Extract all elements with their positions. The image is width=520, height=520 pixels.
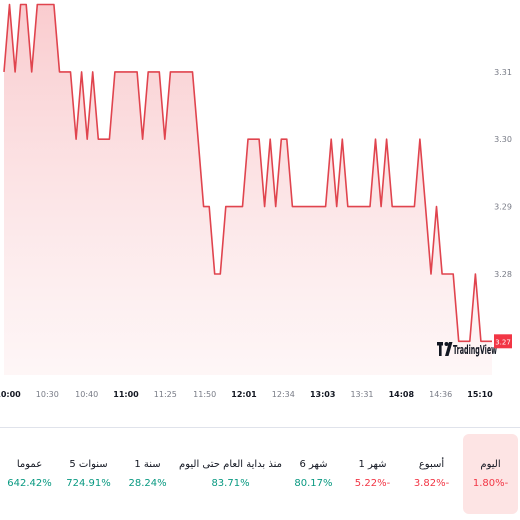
- price-tick-label: 3.31: [494, 68, 512, 77]
- time-axis[interactable]: 10:00 10:30 10:40 11:00 11:25 11:50 12:01 12:34…: [0, 390, 493, 399]
- time-tick-label: 14:08: [389, 390, 415, 399]
- time-tick-label: 11:50: [193, 390, 216, 399]
- price-tick-label: 3.30: [494, 135, 512, 144]
- tradingview-logo-icon: [437, 342, 453, 356]
- time-tick-label: 11:25: [154, 390, 177, 399]
- time-tick-label: 12:01: [231, 390, 257, 399]
- performance-tab-label: اليوم: [480, 459, 501, 470]
- performance-tab-label: منذ بداية العام حتى اليوم: [179, 459, 282, 470]
- time-tick-label: 10:30: [36, 390, 59, 399]
- last-price-badge: 3.27: [494, 334, 512, 349]
- performance-tab-value: 1.80%-: [472, 478, 509, 489]
- tradingview-logo-text: TradingView: [453, 343, 497, 357]
- time-tick-label: 13:03: [310, 390, 335, 399]
- performance-tab-value: 5.22%-: [354, 478, 391, 489]
- performance-tab-label: عموما: [16, 459, 43, 470]
- performance-tab[interactable]: 1 سنة 28.24%: [120, 434, 175, 514]
- last-price-badge-bg: [494, 334, 512, 349]
- time-tick-label: 10:40: [75, 390, 98, 399]
- performance-tab[interactable]: 6 شهر 80.17%: [286, 434, 341, 514]
- time-tick-label: 12:34: [272, 390, 295, 399]
- chart-canvas[interactable]: 3.31 3.30 3.29 3.28 10:00 10:30 10:40 11:00 11:…: [0, 0, 520, 400]
- time-tick-label: 10:00: [0, 390, 21, 399]
- divider: [0, 427, 520, 428]
- price-line: [3, 3, 492, 343]
- time-tick-label: 13:31: [350, 390, 373, 399]
- performance-tab-value: 724.91%: [66, 478, 111, 489]
- performance-tab[interactable]: 1 شهر 5.22%-: [345, 434, 400, 514]
- performance-tab[interactable]: 5 سنوات 724.91%: [61, 434, 116, 514]
- price-area-fill: [4, 4, 492, 375]
- price-tick-label: 3.29: [494, 203, 512, 212]
- performance-tab-value: 28.24%: [128, 478, 167, 489]
- performance-tab-label: 1 سنة: [134, 459, 161, 470]
- tradingview-logo: TradingView: [437, 342, 497, 357]
- performance-bar: عموما 642.42% 5 سنوات 724.91% 1 سنة 28.24% منذ…: [0, 428, 520, 520]
- performance-tab[interactable]: منذ بداية العام حتى اليوم 83.71%: [179, 434, 282, 514]
- performance-tab-label: 1 شهر: [358, 459, 387, 470]
- performance-tab-value: 83.71%: [211, 478, 250, 489]
- performance-tab-value: 642.42%: [7, 478, 52, 489]
- time-tick-label: 11:00: [113, 390, 139, 399]
- performance-tab[interactable]: عموما 642.42%: [2, 434, 57, 514]
- price-chart[interactable]: 3.31 3.30 3.29 3.28 10:00 10:30 10:40 11:00 11:…: [0, 0, 520, 400]
- time-tick-label: 15:10: [467, 390, 493, 399]
- performance-tab-value: 80.17%: [294, 478, 333, 489]
- performance-tab-label: أسبوع: [418, 459, 445, 470]
- price-axis[interactable]: 3.31 3.30 3.29 3.28: [494, 68, 512, 279]
- performance-tab-value: 3.82%-: [413, 478, 450, 489]
- performance-tab[interactable]: أسبوع 3.82%-: [404, 434, 459, 514]
- price-tick-label: 3.28: [494, 270, 512, 279]
- time-tick-label: 14:36: [429, 390, 452, 399]
- last-price-badge-label: 3.27: [495, 338, 511, 346]
- performance-tab-label: 6 شهر: [299, 459, 328, 470]
- performance-tab-label: 5 سنوات: [69, 459, 108, 470]
- performance-tab[interactable]: اليوم 1.80%-: [463, 434, 519, 514]
